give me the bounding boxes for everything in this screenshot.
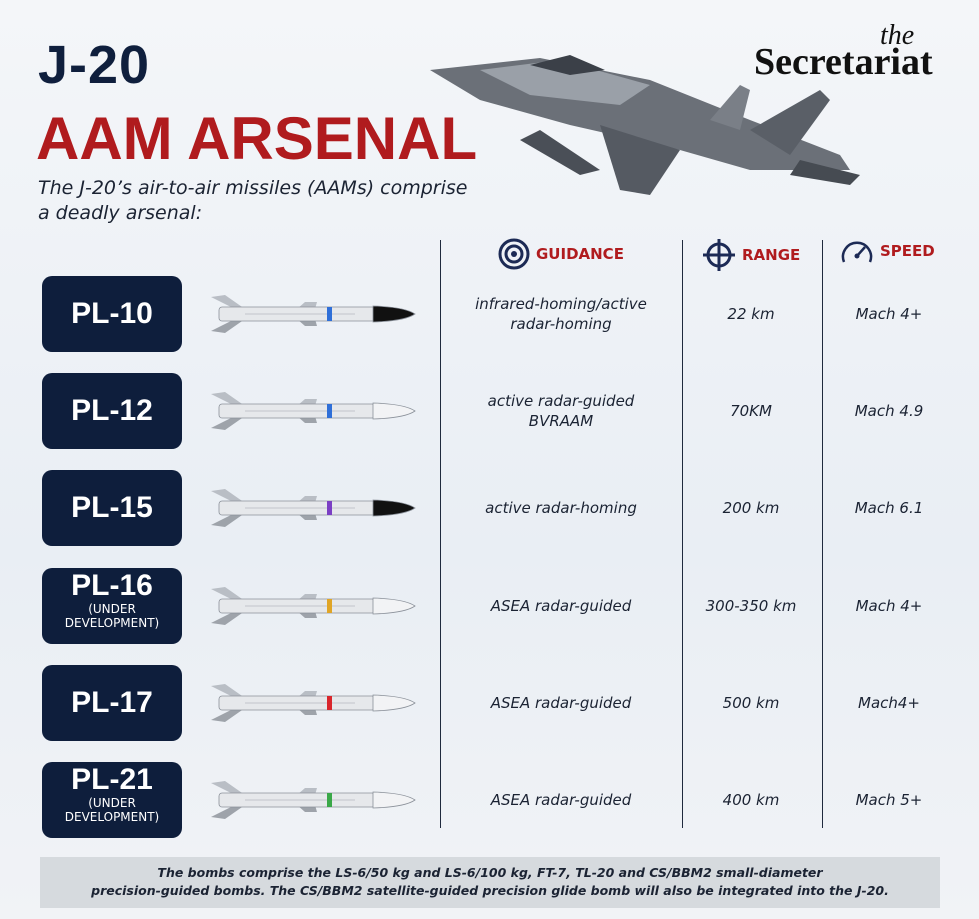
nose — [372, 597, 416, 615]
guidance-cell: infrared-homing/active radar-homing — [475, 294, 647, 334]
guidance-cell: ASEA radar-guided — [491, 790, 632, 810]
guidance-line: active radar-guided — [487, 392, 635, 411]
fin — [211, 707, 245, 722]
range-cell: 200 km — [722, 499, 780, 518]
fin — [211, 489, 245, 504]
missile-badge: PL-21 (UNDER DEVELOPMENT) — [42, 762, 182, 838]
column-title: GUIDANCE — [536, 245, 624, 263]
footer-line: The bombs comprise the LS-6/50 kg and LS… — [157, 865, 823, 880]
range-cell: 300-350 km — [705, 596, 797, 615]
range-cell: 22 km — [727, 305, 775, 323]
guidance-cell: active radar-homing — [485, 498, 637, 518]
column-header: GUIDANCE — [498, 238, 624, 270]
guidance-line: infrared-homing/active — [475, 295, 647, 313]
subtitle: AAM ARSENAL — [36, 105, 478, 172]
divider — [822, 240, 823, 828]
missile-name: PL-16 — [71, 568, 153, 602]
brand-name: Secretariat — [754, 41, 933, 83]
band — [327, 501, 332, 516]
column-title: SPEED — [880, 242, 935, 260]
column-header: RANGE — [702, 238, 800, 272]
speed-cell: Mach 6.1 — [854, 499, 924, 518]
nose — [372, 305, 416, 323]
guidance-cell: ASEA radar-guided — [491, 596, 632, 616]
jet-illustration — [430, 55, 860, 195]
missile-note: (UNDER — [88, 601, 136, 616]
missile-name: PL-12 — [71, 394, 153, 428]
missile-badge: PL-12 — [42, 373, 182, 450]
nose — [372, 499, 416, 517]
fin — [211, 781, 245, 795]
band — [327, 404, 332, 419]
guidance-line: ASEA radar-guided — [490, 791, 632, 809]
missile-name: PL-21 — [71, 763, 153, 796]
fin — [211, 513, 245, 528]
footer-line: precision-guided bombs. The CS/BBM2 sate… — [91, 883, 889, 898]
missile-illustration — [211, 489, 416, 528]
missile-note: DEVELOPMENT) — [64, 615, 160, 630]
fin — [211, 610, 245, 625]
missile-note: DEVELOPMENT) — [64, 810, 160, 824]
range-icon — [703, 239, 735, 271]
description: The J-20’s air-to-air missiles (AAMs) co… — [38, 176, 468, 226]
range-cell: 500 km — [722, 693, 780, 712]
missile-badge: PL-15 — [42, 470, 182, 547]
missile-badge: PL-17 — [42, 664, 182, 741]
guidance-cell: active radar-guided BVRAAM — [488, 391, 635, 431]
divider — [682, 240, 683, 828]
band — [327, 307, 332, 321]
band — [327, 695, 332, 710]
speed-cell: Mach 5+ — [855, 791, 923, 809]
missile-name: PL-15 — [71, 491, 153, 525]
band — [327, 793, 332, 807]
range-cell: 400 km — [722, 791, 780, 809]
missile-badge: PL-16 (UNDER DEVELOPMENT) — [42, 567, 182, 644]
description-line: a deadly arsenal: — [38, 202, 203, 224]
speed-cell: Mach 4+ — [855, 305, 923, 323]
speed-icon — [841, 241, 873, 263]
missile-note: (UNDER — [88, 796, 136, 810]
guidance-cell: ASEA radar-guided — [491, 693, 632, 713]
missile-name: PL-10 — [71, 297, 153, 330]
guidance-line: radar-homing — [510, 315, 612, 333]
missile-badge: PL-10 — [42, 276, 182, 352]
missile-name: PL-17 — [71, 685, 153, 719]
nose — [372, 694, 416, 712]
missile-illustration — [211, 683, 416, 722]
fin — [211, 683, 245, 698]
divider — [440, 240, 441, 828]
speed-cell: Mach 4.9 — [854, 402, 924, 421]
nose — [372, 791, 416, 809]
nose — [372, 402, 416, 420]
brand-small: the — [880, 20, 915, 51]
fin — [211, 319, 245, 333]
fin — [211, 416, 245, 431]
speed-cell: Mach4+ — [858, 693, 920, 712]
missile-illustration — [211, 295, 416, 333]
fin — [211, 586, 245, 601]
guidance-line: active radar-homing — [485, 499, 637, 518]
title: J-20 — [38, 35, 151, 95]
column-header: SPEED — [840, 236, 935, 266]
guidance-line: BVRAAM — [528, 412, 594, 431]
fin — [211, 805, 245, 819]
column-title: RANGE — [742, 246, 801, 264]
footer: The bombs comprise the LS-6/50 kg and LS… — [40, 857, 940, 908]
missile-illustration — [211, 781, 416, 819]
fin — [211, 392, 245, 407]
guidance-line: ASEA radar-guided — [490, 693, 632, 712]
guidance-icon — [498, 238, 530, 270]
band — [327, 598, 332, 613]
missile-illustration — [211, 586, 416, 625]
description-line: The J-20’s air-to-air missiles (AAMs) co… — [38, 177, 468, 199]
fin — [211, 295, 245, 309]
missile-illustration — [211, 392, 416, 431]
guidance-line: ASEA radar-guided — [490, 596, 632, 615]
range-cell: 70KM — [730, 402, 772, 421]
speed-cell: Mach 4+ — [855, 596, 923, 615]
